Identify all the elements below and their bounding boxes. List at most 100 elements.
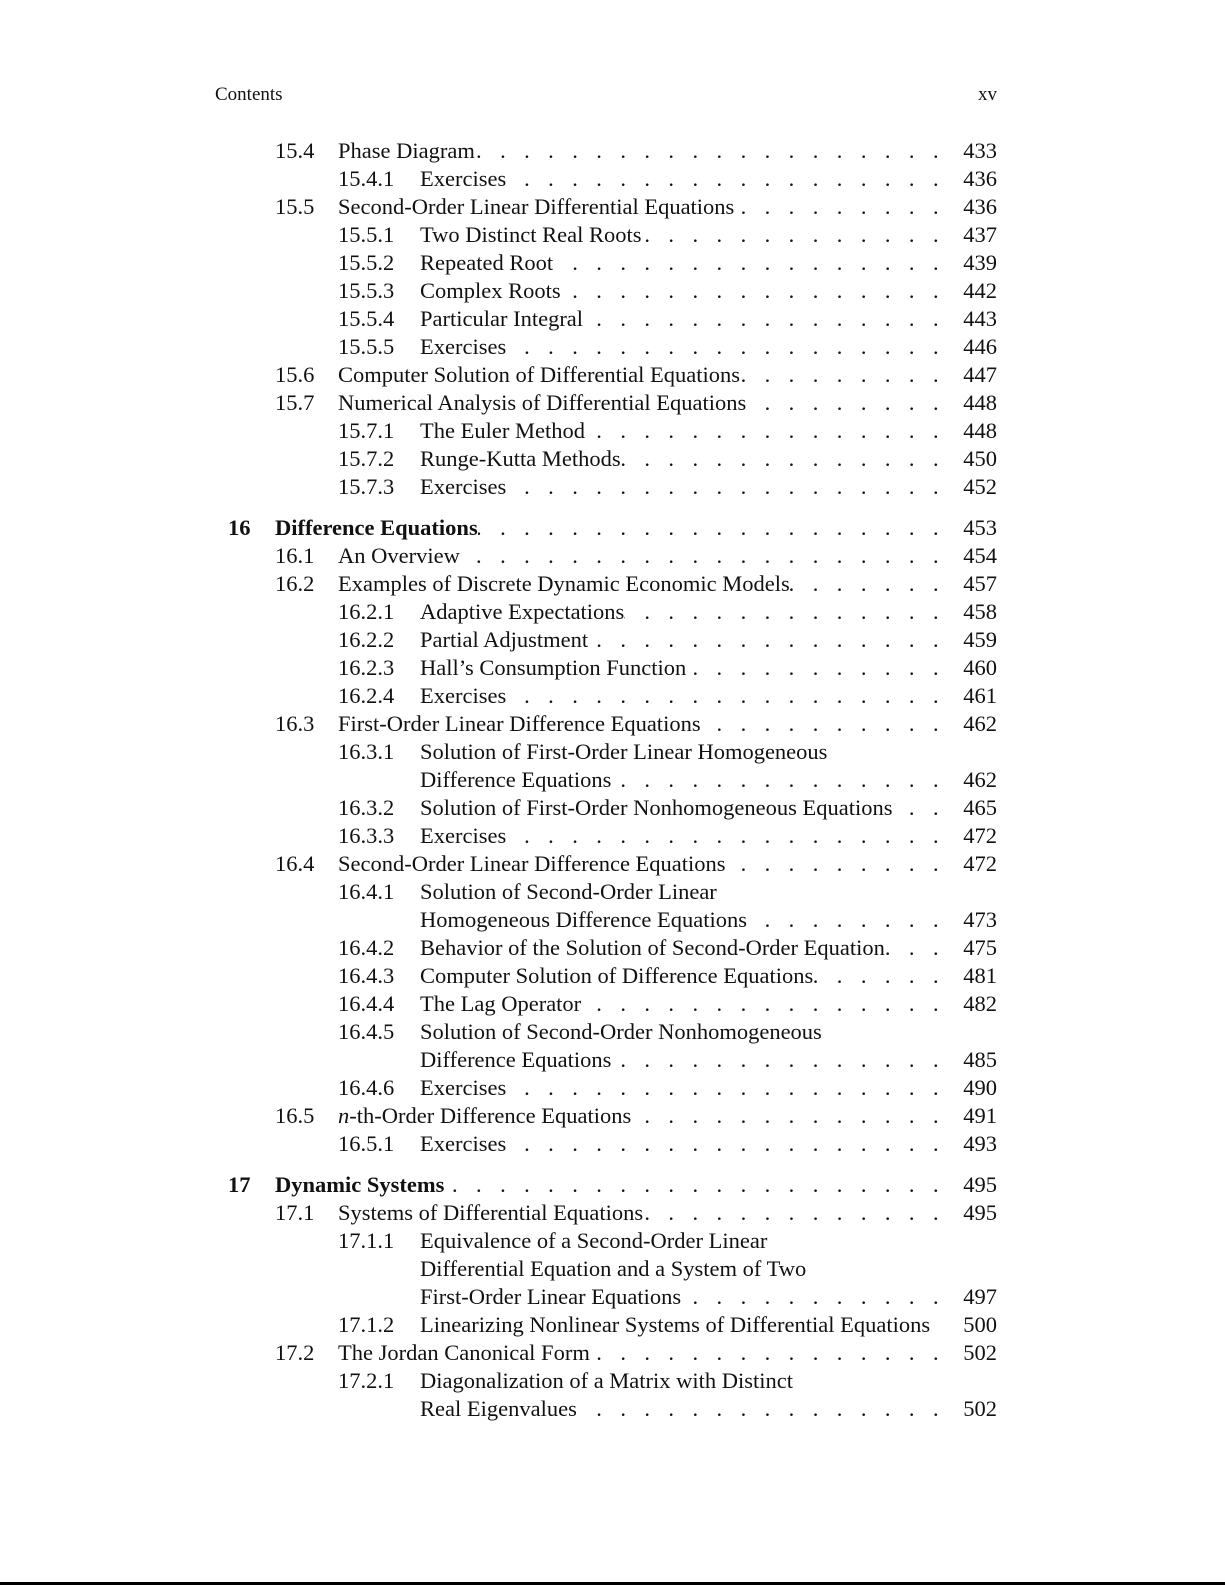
- entry-title: Phase Diagram: [338, 137, 475, 165]
- entry-number: 16.2.3: [338, 655, 395, 680]
- entry-number: 16.2.4: [338, 683, 395, 708]
- entry-title-text: Systems of Differential Equations: [338, 1200, 644, 1225]
- entry-title: Linearizing Nonlinear Systems of Differe…: [420, 1311, 930, 1339]
- entry-title-wrap: Hall’s Consumption Function . . . . . . …: [420, 654, 997, 682]
- entry-title: Exercises: [420, 682, 506, 710]
- entry-title-wrap: Solution of Second-Order Nonhomogeneous: [420, 1018, 997, 1046]
- entry-title-wrap: Computer Solution of Difference Equation…: [420, 962, 997, 990]
- entry-title: Solution of Second-Order Nonhomogeneous: [420, 1018, 822, 1046]
- entry-title-text: Exercises: [420, 474, 507, 499]
- toc-entry: 17.2.1 Diagonalization of a Matrix with D…: [0, 1367, 1225, 1395]
- entry-title-wrap: Particular Integral . . . . . . . . . . …: [420, 305, 997, 333]
- entry-number: 16.4: [275, 851, 315, 876]
- entry-title: Adaptive Expectations: [420, 598, 624, 626]
- entry-page: 462: [963, 767, 997, 792]
- entry-number: 17.1.1: [338, 1228, 395, 1253]
- dot-leader: . . . . . . . . . . . . . . . . . . . . …: [746, 390, 945, 415]
- entry-title: Differential Equation and a System of Tw…: [420, 1255, 806, 1283]
- dot-leader: . . . . . . . . . . . . . . . . . . . . …: [590, 1340, 945, 1365]
- entry-title-wrap: Two Distinct Real Roots . . . . . . . . …: [420, 221, 997, 249]
- dot-leader: . . . . . . . . . . . . . . . . . . . . …: [478, 515, 945, 540]
- dot-leader: . . . . . . . . . . . . . . . . . . . . …: [460, 543, 945, 568]
- dot-leader: . . . . . . . . . . . . . . . . . . . . …: [686, 655, 945, 680]
- entry-title: The Lag Operator: [420, 990, 581, 1018]
- dot-leader: . . . . . . . . . . . . . . . . . . . . …: [585, 418, 945, 443]
- bottom-rule: [0, 1582, 1225, 1585]
- dot-leader: . . . . . . . . . . . . . . . . . . . . …: [506, 334, 945, 359]
- entry-title-text: An Overview: [338, 543, 460, 568]
- entry-title-wrap: Runge-Kutta Methods . . . . . . . . . . …: [420, 445, 997, 473]
- entry-page: 450: [963, 446, 997, 471]
- entry-number: 15.5: [275, 194, 315, 219]
- entry-title-text: Exercises: [420, 1131, 507, 1156]
- entry-title-text: Computer Solution of Difference Equation…: [420, 963, 814, 988]
- entry-title-wrap: Computer Solution of Differential Equati…: [338, 361, 997, 389]
- entry-title-wrap: Phase Diagram . . . . . . . . . . . . . …: [338, 137, 997, 165]
- toc-entry: 16.3 First-Order Linear Difference Equati…: [0, 710, 1225, 738]
- entry-page: 437: [963, 222, 997, 247]
- entry-title-text: Behavior of the Solution of Second-Order…: [420, 935, 885, 960]
- entry-title-text: Second-Order Linear Difference Equations: [338, 851, 726, 876]
- dot-leader: . . . . . . . . . . . . . . . . . . . . …: [581, 991, 945, 1016]
- entry-title-wrap: Differential Equation and a System of Tw…: [420, 1255, 997, 1283]
- entry-page: 490: [963, 1075, 997, 1100]
- toc-entry: 16.2.1 Adaptive Expectations . . . . . . …: [0, 598, 1225, 626]
- entry-title-wrap: The Jordan Canonical Form . . . . . . . …: [338, 1339, 997, 1367]
- entry-title-wrap: Difference Equations . . . . . . . . . .…: [420, 766, 997, 794]
- entry-title: Difference Equations: [420, 1046, 611, 1074]
- toc-entry: Differential Equation and a System of Tw…: [0, 1255, 1225, 1283]
- dot-leader: . . . . . . . . . . . . . . . . . . . . …: [506, 683, 945, 708]
- entry-page: 459: [963, 627, 997, 652]
- toc-entry: 15.5.4 Particular Integral . . . . . . . …: [0, 305, 1225, 333]
- entry-title-wrap: Solution of First-Order Nonhomogeneous E…: [420, 794, 997, 822]
- entry-title-wrap: Exercises . . . . . . . . . . . . . . . …: [420, 473, 997, 501]
- entry-title-text: Real Eigenvalues: [420, 1396, 577, 1421]
- toc-entry: 16.1 An Overview . . . . . . . . . . . . …: [0, 542, 1225, 570]
- toc-entry: Real Eigenvalues . . . . . . . . . . . .…: [0, 1395, 1225, 1423]
- entry-title-text: Exercises: [420, 334, 507, 359]
- entry-title-wrap: Difference Equations . . . . . . . . . .…: [275, 514, 997, 542]
- entry-title-text: Difference Equations: [275, 515, 478, 540]
- entry-number: 17.1: [275, 1200, 315, 1225]
- entry-title-text: Second-Order Linear Differential Equatio…: [338, 194, 735, 219]
- toc-entry: 16.4.5 Solution of Second-Order Nonhomoge…: [0, 1018, 1225, 1046]
- toc-entry: 16.4.4 The Lag Operator . . . . . . . . .…: [0, 990, 1225, 1018]
- entry-title-wrap: Exercises . . . . . . . . . . . . . . . …: [420, 822, 997, 850]
- entry-title: Exercises: [420, 165, 506, 193]
- entry-page: 436: [963, 166, 997, 191]
- entry-title-text: Examples of Discrete Dynamic Economic Mo…: [338, 571, 790, 596]
- entry-page: 448: [963, 418, 997, 443]
- dot-leader: . . . . . . . . . . . . . . . . . . . . …: [813, 963, 945, 988]
- entry-title-text: Partial Adjustment: [420, 627, 589, 652]
- entry-title: Exercises: [420, 1074, 506, 1102]
- entry-title: Exercises: [420, 333, 506, 361]
- entry-title-wrap: Second-Order Linear Differential Equatio…: [338, 193, 997, 221]
- toc-entry: 17.1 Systems of Differential Equations . …: [0, 1199, 1225, 1227]
- toc-entry: 16.3.3 Exercises . . . . . . . . . . . . …: [0, 822, 1225, 850]
- entry-page: 462: [963, 711, 997, 736]
- entry-title-wrap: Partial Adjustment . . . . . . . . . . .…: [420, 626, 997, 654]
- entry-title-text: Difference Equations: [420, 767, 612, 792]
- entry-title: Solution of First-Order Linear Homogeneo…: [420, 738, 827, 766]
- toc-entry: 15.5.1 Two Distinct Real Roots . . . . . …: [0, 221, 1225, 249]
- entry-page: 495: [963, 1172, 997, 1197]
- dot-leader: . . . . . . . . . . . . . . . . . . . . …: [701, 711, 945, 736]
- entry-title-text: The Euler Method: [420, 418, 585, 443]
- toc-entry: 16.4.3 Computer Solution of Difference Eq…: [0, 962, 1225, 990]
- toc-entry: 15.5 Second-Order Linear Differential Equ…: [0, 193, 1225, 221]
- entry-number: 17: [228, 1172, 251, 1197]
- entry-title-wrap: Solution of Second-Order Linear: [420, 878, 997, 906]
- dot-leader: . . . . . . . . . . . . . . . . . . . . …: [726, 851, 945, 876]
- entry-title: Hall’s Consumption Function: [420, 654, 686, 682]
- entry-page: 500: [963, 1312, 997, 1337]
- entry-number: 15.6: [275, 362, 315, 387]
- entry-number: 16.1: [275, 543, 315, 568]
- entry-number: 15.7.1: [338, 418, 395, 443]
- entry-page: 472: [963, 851, 997, 876]
- entry-number: 15.5.1: [338, 222, 395, 247]
- entry-title: Numerical Analysis of Differential Equat…: [338, 389, 746, 417]
- entry-title-italic: n: [338, 1103, 350, 1128]
- entry-title: Exercises: [420, 473, 506, 501]
- toc-entry: 15.7 Numerical Analysis of Differential E…: [0, 389, 1225, 417]
- entry-page: 461: [963, 683, 997, 708]
